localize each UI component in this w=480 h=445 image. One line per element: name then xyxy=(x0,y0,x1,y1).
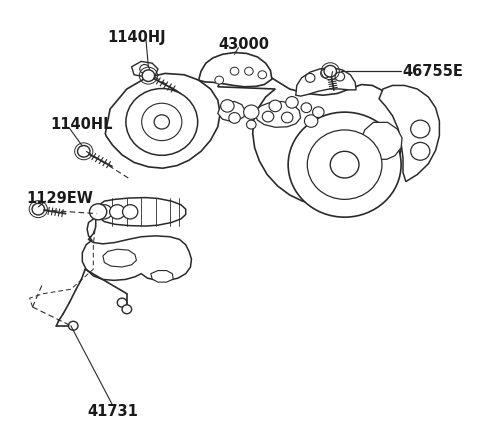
Circle shape xyxy=(96,205,112,219)
Circle shape xyxy=(244,105,259,119)
Circle shape xyxy=(301,103,312,113)
Polygon shape xyxy=(151,271,173,282)
Polygon shape xyxy=(379,85,439,182)
Circle shape xyxy=(221,100,234,112)
Circle shape xyxy=(335,72,345,81)
Circle shape xyxy=(304,115,318,127)
Polygon shape xyxy=(361,122,402,159)
Polygon shape xyxy=(218,68,403,206)
Text: 1140HL: 1140HL xyxy=(50,117,113,132)
Text: 1129EW: 1129EW xyxy=(26,190,93,206)
Circle shape xyxy=(78,146,90,157)
Text: 46755E: 46755E xyxy=(402,64,463,79)
Circle shape xyxy=(230,67,239,75)
Circle shape xyxy=(122,305,132,314)
Polygon shape xyxy=(98,198,186,226)
Circle shape xyxy=(324,65,336,77)
Circle shape xyxy=(312,107,324,117)
Circle shape xyxy=(32,203,45,215)
Text: 43000: 43000 xyxy=(218,37,270,52)
Circle shape xyxy=(258,71,266,79)
Circle shape xyxy=(411,142,430,160)
Circle shape xyxy=(330,151,359,178)
Polygon shape xyxy=(132,61,158,77)
Text: 1140HJ: 1140HJ xyxy=(107,30,166,45)
Polygon shape xyxy=(199,53,272,87)
Circle shape xyxy=(229,113,240,123)
Circle shape xyxy=(142,70,155,81)
Circle shape xyxy=(140,65,149,73)
Circle shape xyxy=(109,205,125,219)
Circle shape xyxy=(154,115,169,129)
Circle shape xyxy=(281,112,293,123)
Polygon shape xyxy=(296,68,356,96)
Circle shape xyxy=(288,112,401,217)
Circle shape xyxy=(245,67,253,75)
Circle shape xyxy=(411,120,430,138)
Polygon shape xyxy=(103,249,136,267)
Circle shape xyxy=(307,130,382,199)
Polygon shape xyxy=(105,73,220,168)
Circle shape xyxy=(262,111,274,122)
Polygon shape xyxy=(254,101,300,127)
Circle shape xyxy=(126,89,198,155)
Circle shape xyxy=(69,321,78,330)
Circle shape xyxy=(142,103,182,141)
Polygon shape xyxy=(83,218,192,280)
Circle shape xyxy=(122,205,138,219)
Circle shape xyxy=(269,100,281,112)
Circle shape xyxy=(321,69,330,78)
Circle shape xyxy=(247,120,256,129)
Polygon shape xyxy=(218,101,245,121)
Circle shape xyxy=(117,298,127,307)
Circle shape xyxy=(215,76,224,84)
Text: 41731: 41731 xyxy=(87,404,138,419)
Circle shape xyxy=(89,204,107,220)
Circle shape xyxy=(305,73,315,82)
Circle shape xyxy=(286,97,298,108)
